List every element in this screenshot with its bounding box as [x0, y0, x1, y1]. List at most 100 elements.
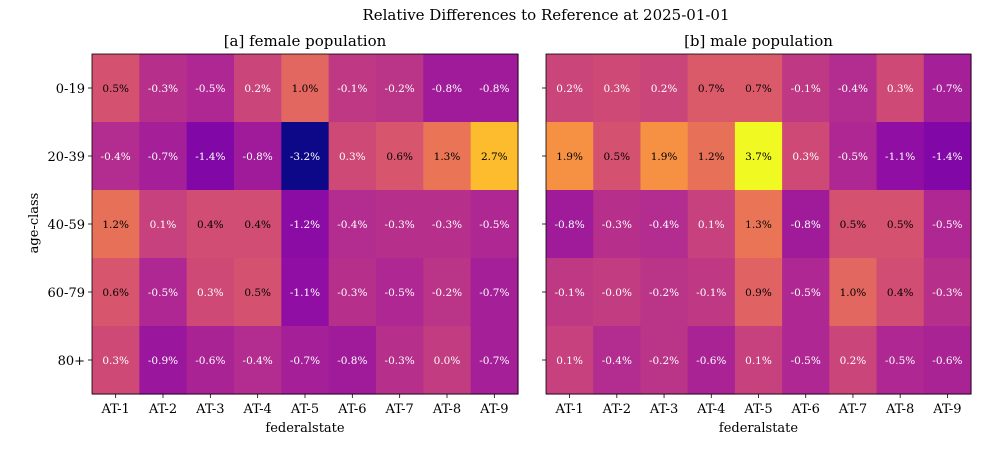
- cell-value-label: -0.5%: [148, 287, 178, 299]
- heatmap-cell: [782, 190, 830, 259]
- heatmap-cell: [423, 54, 472, 123]
- heatmap-cell: [281, 190, 330, 259]
- heatmap-cell: [876, 190, 925, 259]
- heatmap-cell: [92, 326, 140, 395]
- cell-value-label: 1.0%: [292, 83, 319, 95]
- heatmap-cell: [546, 122, 594, 191]
- heatmap-cell: [687, 326, 736, 395]
- cell-value-label: 1.2%: [698, 151, 725, 163]
- cell-value-label: 0.5%: [887, 219, 914, 231]
- x-tick-label: AT-8: [885, 402, 914, 417]
- x-tick-label: AT-9: [932, 402, 961, 417]
- cell-value-label: -0.3%: [385, 219, 415, 231]
- heatmap-cell: [546, 54, 594, 123]
- cell-value-label: -0.7%: [479, 355, 509, 367]
- x-tick-label: AT-8: [432, 402, 461, 417]
- cell-value-label: 0.1%: [698, 219, 725, 231]
- cell-value-label: -0.8%: [243, 151, 273, 163]
- y-tick-label: 80+: [58, 354, 85, 369]
- heatmap-cell: [782, 258, 830, 327]
- x-tick-label: AT-3: [195, 402, 224, 417]
- cell-value-label: 0.1%: [150, 219, 177, 231]
- cell-value-label: -0.1%: [554, 287, 584, 299]
- cell-value-label: -0.8%: [554, 219, 584, 231]
- heatmap-cell: [92, 54, 140, 123]
- heatmap-cell: [470, 258, 519, 327]
- cell-value-label: -0.4%: [337, 219, 367, 231]
- cell-value-label: -0.5%: [195, 83, 225, 95]
- x-tick-label: AT-1: [100, 402, 129, 417]
- x-tick-label: AT-7: [838, 402, 867, 417]
- cell-value-label: -0.5%: [838, 151, 868, 163]
- cell-value-label: -0.5%: [791, 287, 821, 299]
- cell-value-label: -0.5%: [932, 219, 962, 231]
- heatmap-cell: [734, 54, 783, 123]
- cell-value-label: 0.0%: [434, 355, 461, 367]
- heatmap-cell: [376, 54, 424, 123]
- cell-value-label: 0.7%: [745, 83, 772, 95]
- cell-value-label: 1.0%: [840, 287, 867, 299]
- cell-value-label: 1.3%: [745, 219, 772, 231]
- heatmap-cell: [640, 54, 689, 123]
- heatmap-cell: [92, 122, 140, 191]
- cell-value-label: -0.5%: [885, 355, 915, 367]
- heatmap-cell: [923, 190, 972, 259]
- cell-value-label: -0.3%: [432, 219, 462, 231]
- heatmap-cell: [92, 258, 140, 327]
- cell-value-label: -0.7%: [290, 355, 320, 367]
- cell-value-label: -0.2%: [385, 83, 415, 95]
- x-axis-label: federalstate: [719, 421, 799, 436]
- heatmap-cell: [470, 54, 519, 123]
- heatmap-cell: [376, 258, 424, 327]
- heatmap-cell: [186, 326, 235, 395]
- cell-value-label: 0.3%: [603, 83, 630, 95]
- heatmap-cell: [92, 190, 140, 259]
- cell-value-label: 0.7%: [698, 83, 725, 95]
- cell-value-label: -0.3%: [932, 287, 962, 299]
- cell-value-label: 2.7%: [481, 151, 508, 163]
- cell-value-label: 0.1%: [745, 355, 772, 367]
- x-tick-label: AT-3: [649, 402, 678, 417]
- cell-value-label: -0.5%: [479, 219, 509, 231]
- heatmap-cell: [328, 122, 377, 191]
- heatmap-cell: [923, 326, 972, 395]
- heatmap-cell: [593, 190, 642, 259]
- heatmap-cell: [186, 122, 235, 191]
- cell-value-label: 0.4%: [244, 219, 271, 231]
- cell-value-label: 3.7%: [745, 151, 772, 163]
- x-tick-label: AT-9: [479, 402, 508, 417]
- cell-value-label: -0.1%: [791, 83, 821, 95]
- heatmap-cell: [593, 258, 642, 327]
- heatmap-cell: [281, 122, 330, 191]
- heatmap-cell: [328, 258, 377, 327]
- cell-value-label: 0.6%: [102, 287, 129, 299]
- heatmap-cell: [687, 190, 736, 259]
- panel-title: [b] male population: [684, 32, 833, 50]
- cell-value-label: 0.5%: [603, 151, 630, 163]
- x-tick-label: AT-6: [791, 402, 820, 417]
- heatmap-cell: [423, 258, 472, 327]
- heatmap-cell: [328, 54, 377, 123]
- heatmap-cell: [470, 122, 519, 191]
- cell-value-label: -0.8%: [337, 355, 367, 367]
- x-tick-label: AT-4: [242, 402, 271, 417]
- cell-value-label: -0.7%: [932, 83, 962, 95]
- cell-value-label: -0.4%: [602, 355, 632, 367]
- heatmap-cell: [782, 122, 830, 191]
- heatmap-cell: [234, 326, 282, 395]
- heatmap-cell: [687, 54, 736, 123]
- cell-value-label: 0.3%: [887, 83, 914, 95]
- heatmap-cell: [139, 54, 188, 123]
- heatmap-cell: [186, 54, 235, 123]
- cell-value-label: 0.4%: [887, 287, 914, 299]
- heatmap-cell: [640, 190, 689, 259]
- heatmap-cell: [470, 326, 519, 395]
- heatmap-cell: [782, 326, 830, 395]
- cell-value-label: -1.4%: [932, 151, 962, 163]
- cell-value-label: -1.2%: [290, 219, 320, 231]
- heatmap-cell: [593, 54, 642, 123]
- heatmap-cell: [782, 54, 830, 123]
- cell-value-label: 0.9%: [745, 287, 772, 299]
- heatmap-cell: [139, 190, 188, 259]
